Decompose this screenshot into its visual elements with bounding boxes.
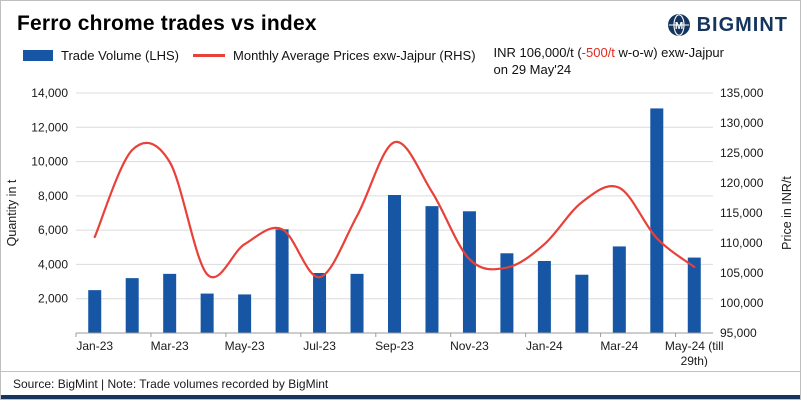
price-annotation: INR 106,000/t (-500/t w-o-w) exw-Jajpur …: [494, 45, 724, 79]
bar-Dec-23: [500, 253, 514, 333]
bar-Jan-23: [88, 290, 102, 333]
svg-text:130,000: 130,000: [720, 116, 764, 130]
svg-text:8,000: 8,000: [38, 189, 68, 203]
svg-text:M: M: [674, 21, 682, 32]
svg-text:110,000: 110,000: [720, 236, 763, 250]
bar-Sep-23: [388, 195, 401, 333]
svg-text:105,000: 105,000: [720, 266, 764, 280]
legend-item-prices: Monthly Average Prices exw-Jajpur (RHS): [193, 48, 476, 63]
legend-item-trade-volume: Trade Volume (LHS): [23, 48, 179, 63]
svg-text:12,000: 12,000: [31, 120, 68, 134]
bar-Feb-23: [125, 278, 139, 333]
svg-text:Jul-23: Jul-23: [303, 339, 336, 353]
svg-text:Mar-24: Mar-24: [600, 339, 638, 353]
bar-Mar-23: [163, 273, 177, 333]
svg-text:May-23: May-23: [225, 339, 265, 353]
price-line-swatch: [193, 54, 226, 57]
bar-May-24: [687, 257, 701, 333]
svg-text:120,000: 120,000: [720, 176, 764, 190]
svg-text:4,000: 4,000: [38, 257, 68, 271]
source-note: Source: BigMint | Note: Trade volumes re…: [1, 371, 800, 395]
bar-Apr-23: [200, 293, 214, 333]
annotation-line2: on 29 May'24: [493, 61, 572, 77]
legend-label: Monthly Average Prices exw-Jajpur (RHS): [233, 48, 476, 63]
svg-text:Mar-23: Mar-23: [151, 339, 189, 353]
svg-text:2,000: 2,000: [38, 292, 68, 306]
svg-text:14,000: 14,000: [31, 86, 68, 100]
svg-text:Jan-23: Jan-23: [76, 339, 113, 353]
svg-text:100,000: 100,000: [720, 296, 764, 310]
svg-text:125,000: 125,000: [720, 146, 764, 160]
svg-text:Nov-23: Nov-23: [450, 339, 489, 353]
right-axis-title: Price in INR/t: [780, 176, 794, 250]
bar-Feb-24: [575, 274, 589, 333]
axis-titles: Quantity in t Price in INR/t: [5, 176, 794, 250]
x-axis-tickmarks: [75, 333, 677, 337]
right-axis-ticks: 95,000 100,000 105,000 110,000 115,000 120,00…: [720, 86, 764, 340]
price-line: [93, 141, 696, 279]
legend-label: Trade Volume (LHS): [61, 48, 180, 63]
bar-Jul-23: [313, 273, 327, 333]
bar-Mar-24: [612, 246, 626, 333]
svg-text:Jan-24: Jan-24: [526, 339, 563, 353]
logo-text: BIGMINT: [696, 13, 788, 36]
bar-Apr-24: [650, 108, 664, 333]
bar-Jun-23: [275, 229, 289, 333]
bar-Oct-23: [425, 206, 439, 333]
combo-chart: 2,000 4,000 6,000 8,000 10,000 12,000 14,000 95…: [5, 86, 794, 368]
legend-row: Trade Volume (LHS) Monthly Average Price…: [1, 37, 800, 77]
svg-text:115,000: 115,000: [720, 206, 763, 220]
bar-Aug-23: [350, 273, 364, 333]
page-title: Ferro chrome trades vs index: [17, 12, 317, 35]
left-axis-ticks: 2,000 4,000 6,000 8,000 10,000 12,000 14,000: [31, 86, 68, 306]
bigmint-globe-icon: M: [667, 14, 690, 36]
svg-text:95,000: 95,000: [720, 326, 757, 340]
svg-text:10,000: 10,000: [31, 155, 68, 169]
x-axis-labels: Jan-23 Mar-23 May-23 Jul-23 Sep-23 Nov-23 Jan-…: [76, 339, 724, 368]
bottom-accent-bar: [1, 395, 800, 399]
bar-May-23: [238, 294, 252, 333]
bar-Jan-24: [537, 261, 551, 333]
wow-change: -500/t: [581, 45, 615, 60]
bar-Nov-23: [462, 211, 476, 333]
annotation-line1: INR 106,000/t (-500/t w-o-w) exw-Jajpur: [493, 45, 724, 60]
chart-area: 2,000 4,000 6,000 8,000 10,000 12,000 14,000 95…: [1, 77, 800, 372]
trade-volume-bars: [88, 108, 701, 333]
left-axis-title: Quantity in t: [5, 179, 19, 246]
bigmint-logo: M BIGMINT: [667, 12, 788, 37]
header: Ferro chrome trades vs index M BIGMINT: [1, 1, 800, 37]
trade-volume-swatch: [23, 50, 53, 61]
svg-text:6,000: 6,000: [38, 223, 68, 237]
svg-text:135,000: 135,000: [720, 86, 764, 100]
svg-text:Sep-23: Sep-23: [375, 339, 414, 353]
